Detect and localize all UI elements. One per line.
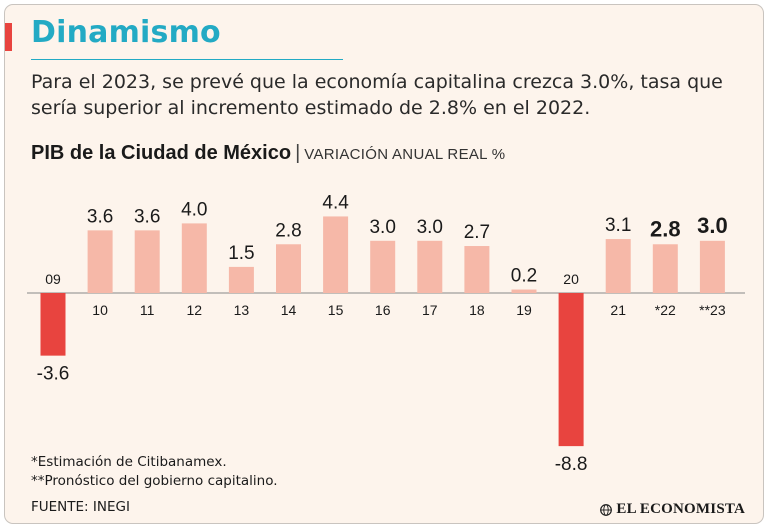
category-label: 17	[422, 302, 438, 318]
category-label: 16	[375, 302, 391, 318]
bar-19	[511, 289, 537, 293]
footnotes: *Estimación de Citibanamex. **Pronóstico…	[31, 453, 278, 491]
category-label: 18	[469, 302, 485, 318]
value-label: 2.7	[464, 222, 490, 243]
bar-21	[605, 239, 631, 293]
category-label: 15	[328, 302, 344, 318]
category-label: 10	[92, 302, 108, 318]
footnote-estimate: *Estimación de Citibanamex.	[31, 454, 227, 470]
chart-title-separator: |	[295, 142, 301, 164]
category-label: 09	[45, 271, 61, 287]
page-title: Dinamismo	[31, 15, 221, 50]
value-label: 3.6	[87, 206, 113, 227]
bar-20	[558, 293, 584, 447]
value-label: 3.0	[417, 217, 443, 238]
category-label: *22	[655, 302, 676, 318]
value-label: 0.2	[511, 266, 537, 287]
category-label: 13	[234, 302, 250, 318]
category-label: 11	[140, 302, 155, 318]
bar-22	[652, 244, 678, 293]
value-label: -3.6	[37, 364, 70, 385]
bar-14	[276, 244, 301, 293]
bar-23	[699, 240, 725, 293]
value-label: -8.8	[555, 454, 588, 475]
subtitle: Para el 2023, se prevé que la economía c…	[31, 71, 723, 119]
category-label: 20	[563, 271, 579, 287]
category-label: 19	[516, 302, 532, 318]
brand-logo: EL ECONOMISTA	[600, 501, 745, 518]
bar-17	[417, 240, 443, 293]
value-label: 3.0	[697, 213, 728, 238]
value-label: 3.6	[134, 206, 160, 227]
value-label: 2.8	[650, 216, 681, 241]
chart-title: PIB de la Ciudad de México	[31, 142, 292, 164]
title-accent-bar	[5, 23, 12, 51]
chart-header: PIB de la Ciudad de México | VARIACIÓN ANU…	[31, 142, 505, 165]
footnote-forecast: **Pronóstico del gobierno capitalino.	[31, 473, 278, 489]
value-label: 3.0	[369, 217, 395, 238]
brand-name: EL ECONOMISTA	[616, 501, 745, 517]
value-label: 3.1	[605, 215, 631, 236]
bar-13	[228, 266, 254, 293]
title-underline	[31, 59, 343, 60]
bar-chart: -3.6 09 3.6 10 3.6 11 4.0 12 1.5 13 2.8 14 4.4 15 3.0 1…	[27, 192, 745, 475]
bar-10	[87, 230, 113, 293]
bar-16	[370, 240, 396, 293]
bar-12	[181, 223, 207, 293]
value-label: 4.4	[322, 192, 349, 213]
bar-15	[323, 216, 349, 293]
value-label: 1.5	[228, 243, 254, 264]
globe-icon	[600, 503, 613, 516]
bar-11	[134, 230, 160, 293]
bar-18	[464, 246, 490, 293]
category-label: 14	[281, 302, 297, 318]
category-label: 12	[187, 302, 203, 318]
value-label: 2.8	[275, 220, 301, 241]
source-note: FUENTE: INEGI	[31, 499, 130, 515]
infographic-card: Dinamismo Para el 2023, se prevé que la …	[4, 4, 764, 524]
category-label: **23	[699, 302, 726, 318]
category-label: 21	[610, 302, 626, 318]
chart-unit: VARIACIÓN ANUAL REAL %	[304, 146, 506, 163]
value-label: 4.0	[181, 199, 207, 220]
bar-09	[40, 293, 66, 356]
